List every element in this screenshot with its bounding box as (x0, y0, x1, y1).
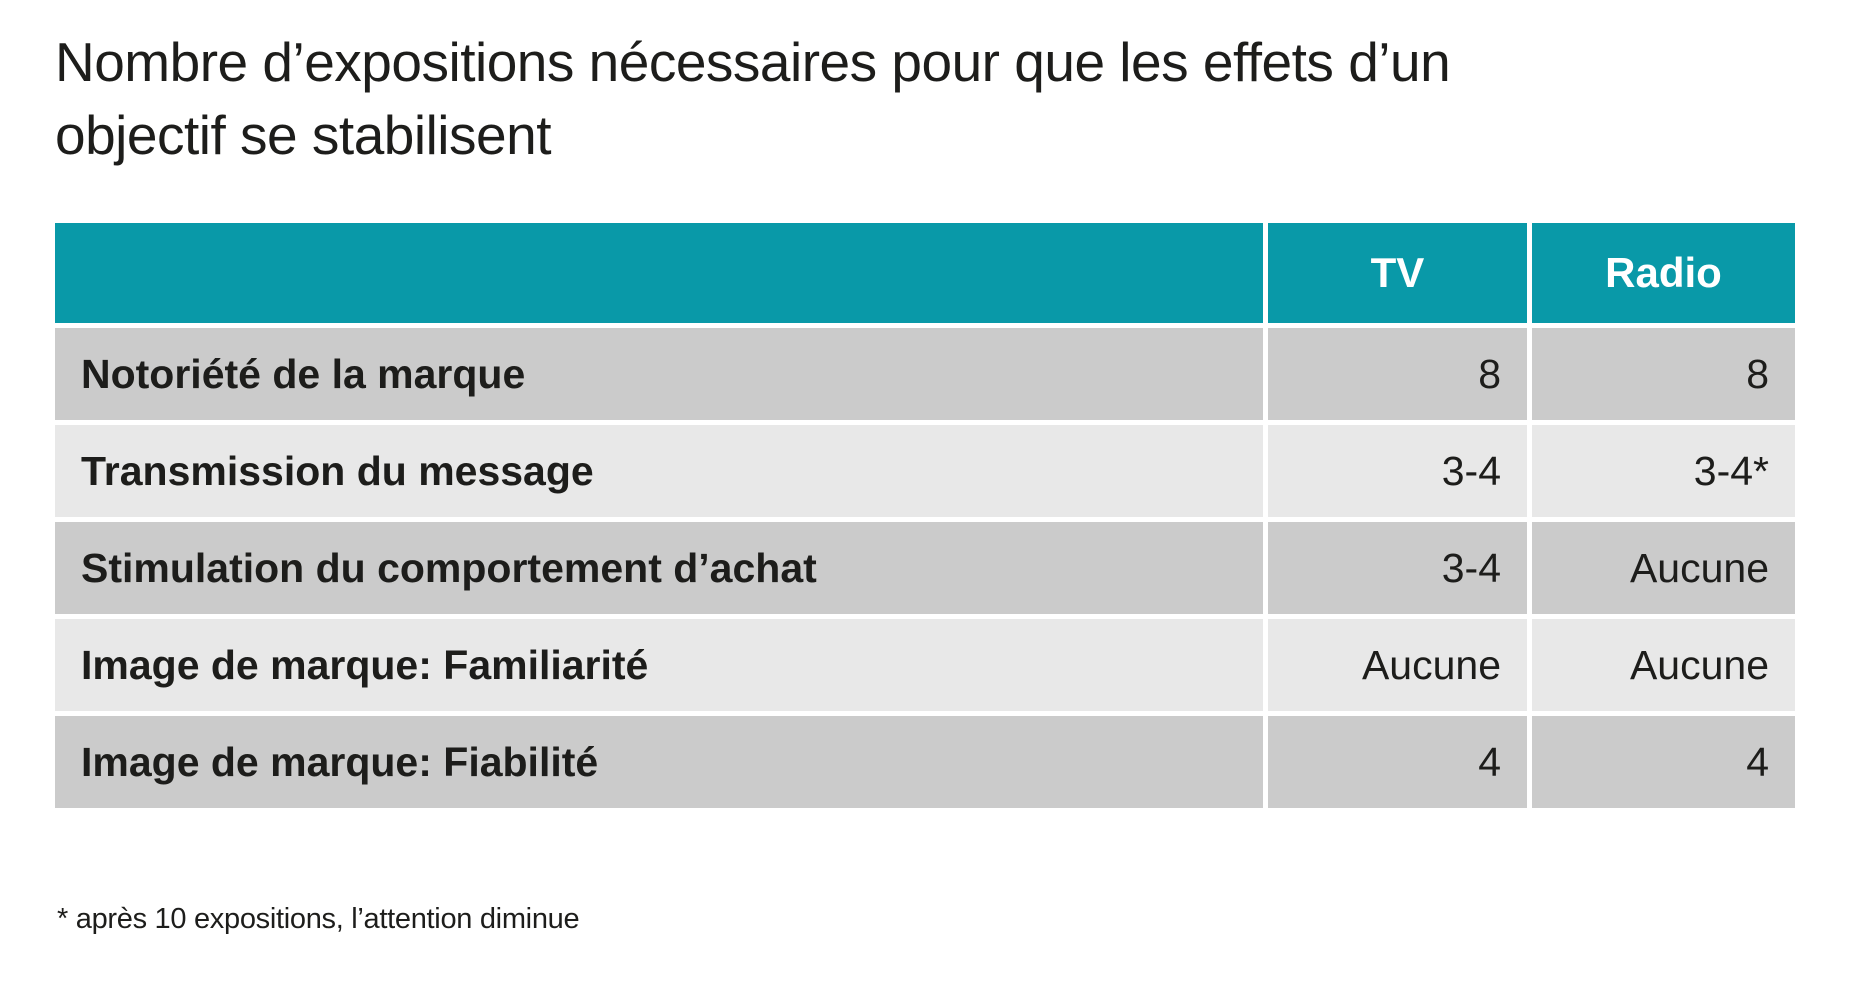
cell-transmission-radio: 3-4* (1532, 425, 1795, 517)
cell-notoriete-radio: 8 (1532, 328, 1795, 420)
cell-fiabilite-radio: 4 (1532, 716, 1795, 808)
cell-stimulation-radio: Aucune (1532, 522, 1795, 614)
page-title-line-1: Nombre d’expositions nécessaires pour qu… (55, 31, 1451, 93)
row-label-fiabilite: Image de marque: Fiabilité (55, 716, 1263, 808)
cell-fiabilite-tv: 4 (1268, 716, 1527, 808)
cell-stimulation-tv: 3-4 (1268, 522, 1527, 614)
row-label-transmission: Transmission du message (55, 425, 1263, 517)
column-header-tv: TV (1268, 223, 1527, 323)
corner-header-cell (55, 223, 1263, 323)
row-label-stimulation: Stimulation du comportement d’achat (55, 522, 1263, 614)
page-title: Nombre d’expositions nécessaires pour qu… (55, 26, 1655, 172)
cell-notoriete-tv: 8 (1268, 328, 1527, 420)
cell-familiarite-radio: Aucune (1532, 619, 1795, 711)
cell-familiarite-tv: Aucune (1268, 619, 1527, 711)
exposures-table: TV Radio Notoriété de la marque 8 8 Tran… (55, 223, 1795, 808)
footnote: * après 10 expositions, l’attention dimi… (57, 903, 580, 935)
cell-transmission-tv: 3-4 (1268, 425, 1527, 517)
row-label-notoriete: Notoriété de la marque (55, 328, 1263, 420)
page-title-line-2: objectif se stabilisent (55, 104, 552, 167)
column-header-radio: Radio (1532, 223, 1795, 323)
row-label-familiarite: Image de marque: Familiarité (55, 619, 1263, 711)
